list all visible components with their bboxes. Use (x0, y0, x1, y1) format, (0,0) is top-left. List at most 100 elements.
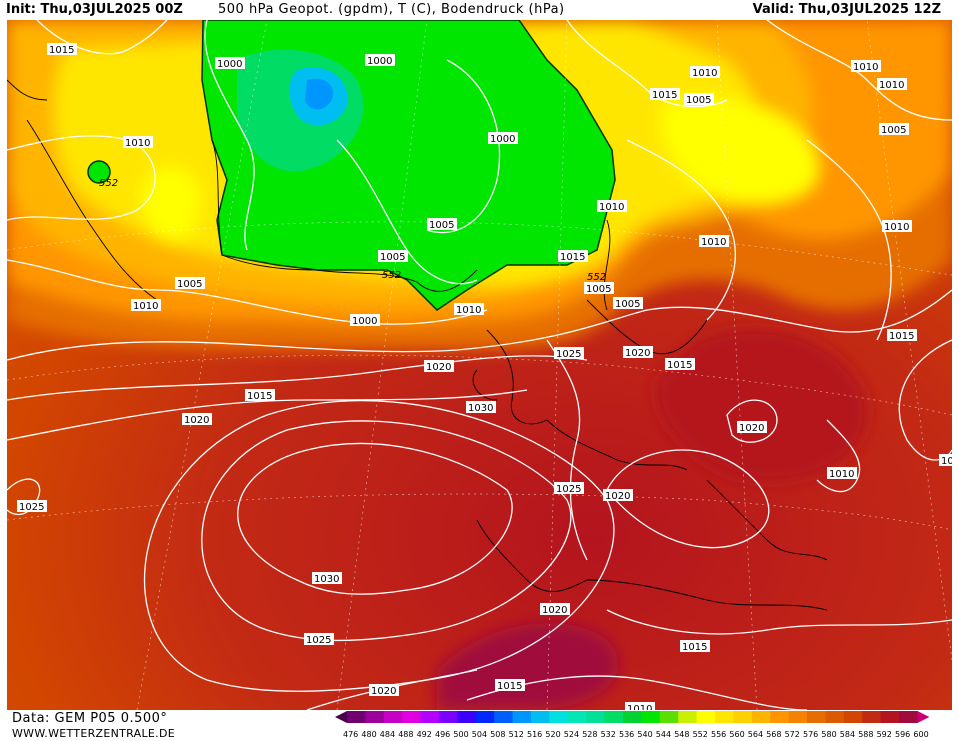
legend-tick-label: 568 (766, 730, 781, 739)
isobar-label: 1025 (304, 633, 334, 646)
legend-tick-label: 600 (913, 730, 928, 739)
isobar-label: 1015 (495, 679, 525, 692)
svg-text:1025: 1025 (19, 502, 44, 513)
isobar-label: 1010 (699, 235, 729, 248)
svg-text:1015: 1015 (652, 90, 677, 101)
legend-swatch (383, 711, 403, 723)
legend-swatch (531, 711, 550, 723)
map-header: Init: Thu,03JUL2025 00Z 500 hPa Geopot. … (0, 0, 959, 20)
legend-swatch (567, 711, 587, 723)
legend-swatch (678, 711, 698, 723)
isobar-label: 1015 (887, 329, 917, 342)
isobar-label: 1030 (466, 401, 496, 414)
legend-swatch (807, 711, 826, 723)
svg-text:1010: 1010 (853, 62, 878, 73)
legend-swatch (843, 711, 863, 723)
isobar-label: 1015 (650, 88, 680, 101)
legend-swatch (604, 711, 624, 723)
map-canvas: 1015101010051010100010001000100510051010… (7, 20, 952, 710)
legend-swatch (770, 711, 790, 723)
legend-swatch (659, 711, 679, 723)
legend-swatch (549, 711, 569, 723)
legend-tick-label: 484 (380, 730, 395, 739)
svg-text:1010: 1010 (125, 138, 150, 149)
isobar-label: 1005 (613, 297, 643, 310)
svg-text:1015: 1015 (247, 391, 272, 402)
isobar-label: 1010 (123, 136, 153, 149)
color-legend: 476 480 484 488 492 496 500 504 508 512 516 520 524 5… (335, 711, 930, 739)
svg-text:1020: 1020 (739, 423, 764, 434)
isobar-label: 1000 (365, 54, 395, 67)
svg-text:1015: 1015 (889, 331, 914, 342)
svg-text:1010: 1010 (701, 237, 726, 248)
pressure-labels: 1015101010051010100010001000100510051010… (17, 43, 952, 710)
legend-swatch (641, 711, 661, 723)
svg-text:1020: 1020 (371, 686, 396, 697)
isobar-label: 1025 (554, 347, 584, 360)
legend-arrow-left (335, 711, 347, 723)
isobar-label: 1005 (584, 282, 614, 295)
isobar-label: 1005 (427, 218, 457, 231)
isobar-label: 1005 (879, 123, 909, 136)
init-time: Init: Thu,03JUL2025 00Z (6, 2, 183, 17)
isobar-label: 1010 (454, 303, 484, 316)
isobar-label: 1005 (684, 93, 714, 106)
isobar-label: 10 (939, 454, 952, 467)
legend-swatch (402, 711, 422, 723)
isobar-label: 1010 (131, 299, 161, 312)
legend-swatch (347, 711, 366, 723)
isobar-label: 1020 (424, 360, 454, 373)
svg-text:1020: 1020 (426, 362, 451, 373)
geopotential-label: 552 (587, 272, 606, 283)
svg-text:1010: 1010 (627, 704, 652, 710)
svg-text:1015: 1015 (497, 681, 522, 692)
legend-tick-label: 520 (545, 730, 560, 739)
isobar-label: 1025 (17, 500, 47, 513)
legend-tick-label: 532 (601, 730, 616, 739)
legend-tick-label: 552 (693, 730, 708, 739)
svg-text:1010: 1010 (884, 222, 909, 233)
valid-time: Valid: Thu,03JUL2025 12Z (752, 2, 941, 17)
isobar-label: 1030 (312, 572, 342, 585)
geopotential-label: 552 (382, 270, 401, 281)
isobar-label: 1020 (369, 684, 399, 697)
legend-tick-label: 496 (435, 730, 450, 739)
legend-swatch (880, 711, 900, 723)
geopotential-552-spot (87, 160, 111, 184)
legend-arrow-right (917, 711, 930, 723)
isobar-label: 1015 (665, 358, 695, 371)
legend-tick-label: 492 (417, 730, 432, 739)
legend-tick-label: 564 (748, 730, 763, 739)
svg-text:1000: 1000 (352, 316, 377, 327)
svg-text:1015: 1015 (682, 642, 707, 653)
svg-text:1025: 1025 (556, 349, 581, 360)
svg-text:1005: 1005 (177, 279, 202, 290)
legend-tick-label: 572 (785, 730, 800, 739)
legend-swatch (751, 711, 771, 723)
data-source: Data: GEM P05 0.500° (12, 711, 168, 726)
geopotential-labels: 552 552 552 (99, 178, 606, 283)
legend-swatch (733, 711, 753, 723)
legend-tick-label: 560 (729, 730, 744, 739)
isobar-label: 1005 (175, 277, 205, 290)
svg-text:1020: 1020 (184, 415, 209, 426)
svg-text:1020: 1020 (542, 605, 567, 616)
svg-text:1030: 1030 (468, 403, 493, 414)
svg-text:1010: 1010 (829, 469, 854, 480)
legend-tick-label: 544 (656, 730, 671, 739)
svg-text:1030: 1030 (314, 574, 339, 585)
legend-swatch (825, 711, 845, 723)
legend-tick-label: 504 (472, 730, 487, 739)
isobar-label: 1015 (680, 640, 710, 653)
svg-text:1000: 1000 (367, 56, 392, 67)
svg-text:1005: 1005 (586, 284, 611, 295)
legend-tick-label: 528 (582, 730, 597, 739)
svg-text:1000: 1000 (217, 59, 242, 70)
site-url: WWW.WETTERZENTRALE.DE (12, 727, 175, 740)
legend-swatch (439, 711, 458, 723)
svg-text:1010: 1010 (599, 202, 624, 213)
isobar-label: 1000 (488, 132, 518, 145)
legend-tick-label: 580 (821, 730, 836, 739)
isobar-label: 1010 (877, 78, 907, 91)
